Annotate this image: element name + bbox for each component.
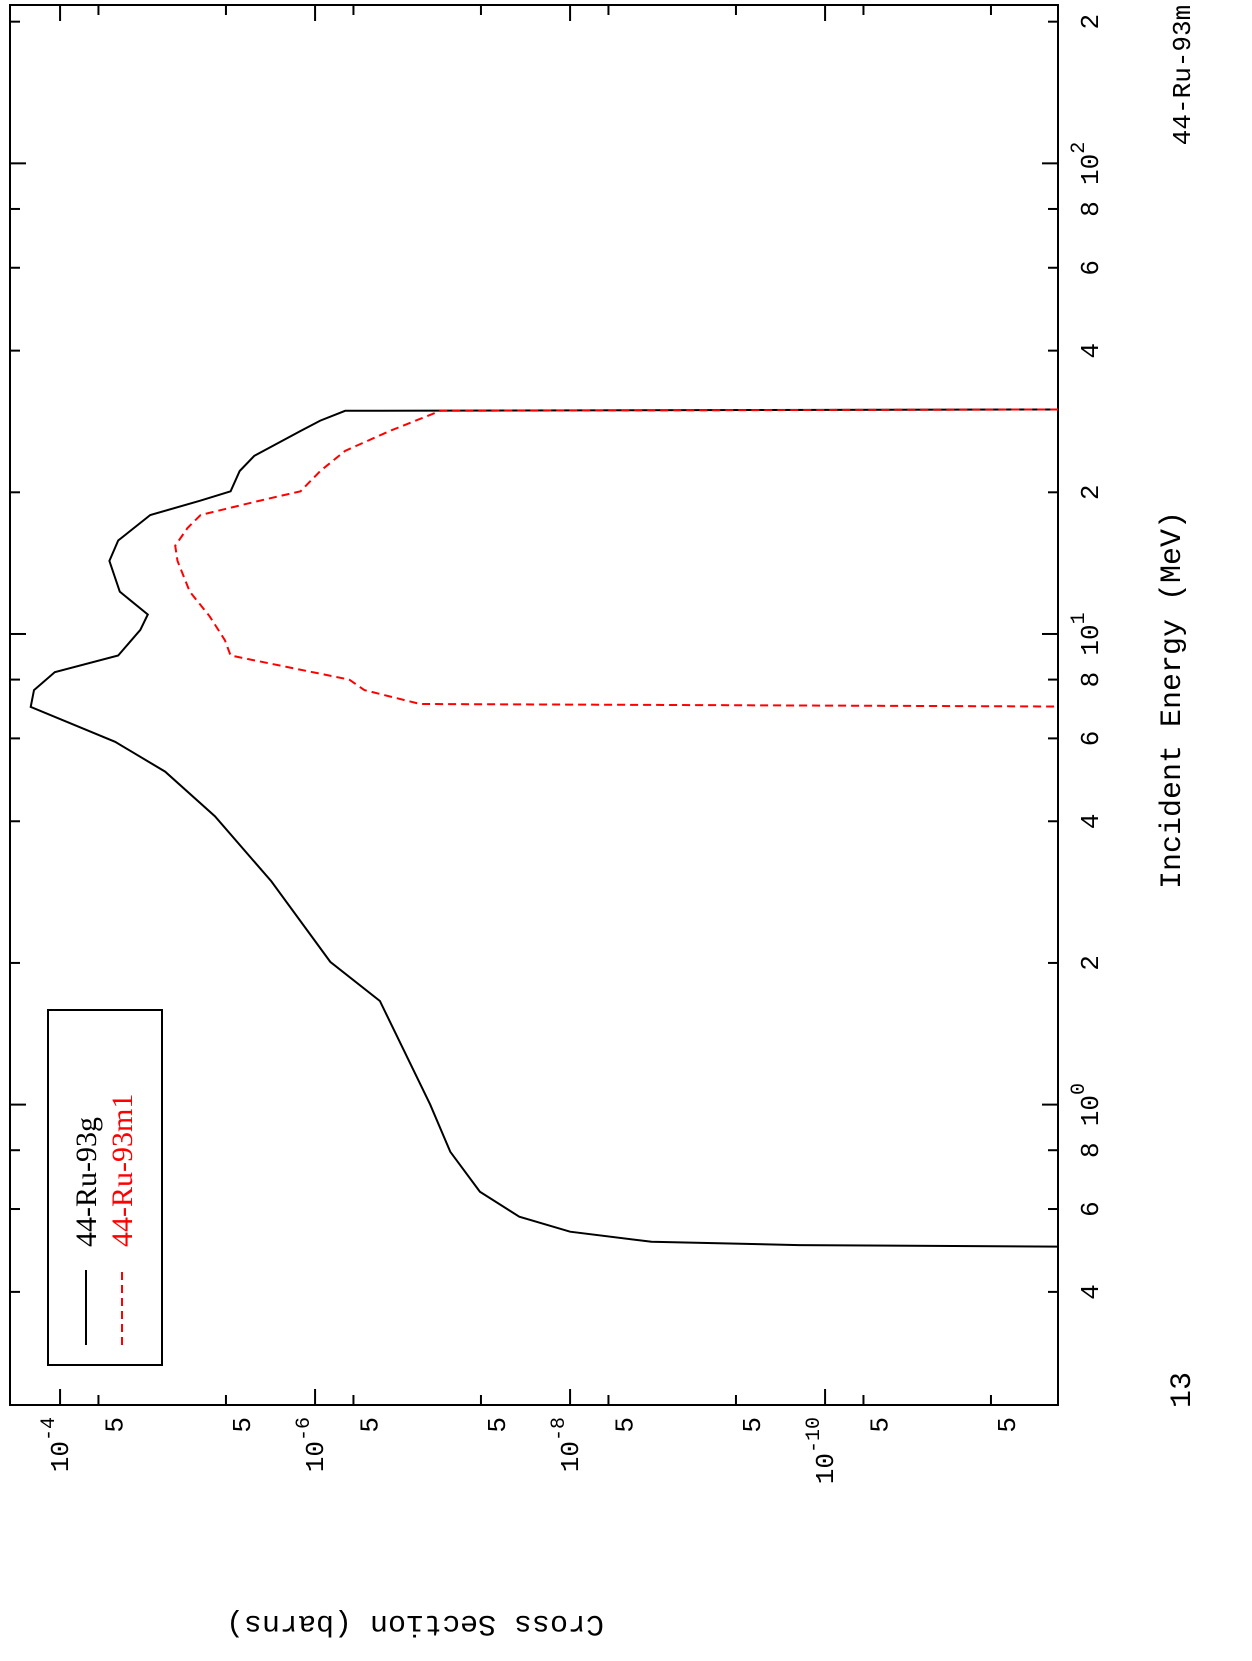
y-tick-label-base: 5 — [228, 1417, 258, 1433]
y-tick-label-base: 10 — [556, 1441, 586, 1472]
annotation: 44-Ru-93m — [1168, 5, 1198, 145]
x-tick-label: 6 — [1076, 1201, 1106, 1217]
annotation: 13 — [1166, 1372, 1200, 1408]
series-line — [29, 408, 1058, 1248]
y-tick-label-base: 10 — [46, 1441, 76, 1472]
x-tick-label-base: 10 — [1076, 624, 1106, 655]
y-axis-label: Cross Section (barns) — [226, 1606, 604, 1640]
x-tick-label-base: 6 — [1076, 731, 1106, 747]
x-tick-label-base: 8 — [1076, 672, 1106, 688]
x-tick-label: 4 — [1076, 1284, 1106, 1300]
y-tick-label-exponent: -6 — [293, 1417, 316, 1441]
x-tick-label: 101 — [1068, 612, 1106, 655]
x-tick-label-exponent: 0 — [1068, 1083, 1091, 1095]
y-tick-label-base: 5 — [610, 1417, 640, 1433]
x-tick-label: 6 — [1076, 731, 1106, 747]
x-tick-label-base: 10 — [1076, 154, 1106, 185]
y-tick-label: 5 — [610, 1417, 640, 1433]
y-tick-label: 5 — [100, 1417, 130, 1433]
x-tick-label: 2 — [1076, 955, 1106, 971]
x-tick-label-base: 2 — [1076, 955, 1106, 971]
legend-box — [47, 1009, 163, 1366]
y-tick-label: 10-8 — [548, 1417, 586, 1472]
y-tick-label-base: 5 — [100, 1417, 130, 1433]
x-axis-label: Incident Energy (MeV) — [1156, 511, 1190, 889]
legend-label: 44-Ru-93g — [70, 1117, 103, 1247]
x-tick-label: 2 — [1076, 485, 1106, 501]
x-tick-label: 6 — [1076, 260, 1106, 276]
x-tick-label: 2 — [1076, 14, 1106, 30]
x-tick-label-exponent: 2 — [1068, 142, 1091, 154]
x-tick-label: 100 — [1068, 1083, 1106, 1126]
y-tick-label: 10-10 — [803, 1417, 841, 1484]
x-tick-label-base: 4 — [1076, 1284, 1106, 1300]
y-tick-label: 5 — [738, 1417, 768, 1433]
y-tick-label-base: 10 — [811, 1453, 841, 1484]
y-tick-label-base: 10 — [301, 1441, 331, 1472]
y-tick-label: 10-6 — [293, 1417, 331, 1472]
y-tick-label-base: 5 — [483, 1417, 513, 1433]
plot-frame — [9, 4, 1059, 1406]
x-tick-label: 4 — [1076, 813, 1106, 829]
x-tick-label-base: 6 — [1076, 1201, 1106, 1217]
y-tick-label: 5 — [865, 1417, 895, 1433]
x-tick-label: 4 — [1076, 343, 1106, 359]
x-tick-label-base: 2 — [1076, 14, 1106, 30]
legend-label: 44-Ru-93m1 — [106, 1094, 139, 1247]
x-tick-label-base: 8 — [1076, 201, 1106, 217]
y-tick-label: 5 — [483, 1417, 513, 1433]
x-tick-label: 8 — [1076, 672, 1106, 688]
x-tick-label-base: 6 — [1076, 260, 1106, 276]
y-tick-label-base: 5 — [865, 1417, 895, 1433]
y-tick-label-base: 5 — [738, 1417, 768, 1433]
y-tick-label-exponent: -4 — [38, 1417, 61, 1441]
y-tick-label: 5 — [993, 1417, 1023, 1433]
x-tick-label-exponent: 1 — [1068, 612, 1091, 624]
x-tick-label-base: 2 — [1076, 485, 1106, 501]
series-line — [174, 408, 1058, 708]
x-tick-label: 8 — [1076, 1142, 1106, 1158]
y-tick-label: 5 — [228, 1417, 258, 1433]
y-tick-label-base: 5 — [355, 1417, 385, 1433]
x-tick-label-base: 10 — [1076, 1095, 1106, 1126]
y-tick-label-base: 5 — [993, 1417, 1023, 1433]
y-tick-label-exponent: -10 — [803, 1417, 826, 1453]
x-tick-label-base: 8 — [1076, 1142, 1106, 1158]
x-tick-label: 102 — [1068, 142, 1106, 185]
x-tick-label: 8 — [1076, 201, 1106, 217]
chart: Incident Energy (MeV) Cross Section (bar… — [9, 4, 1200, 1640]
y-tick-label-exponent: -8 — [548, 1417, 571, 1441]
x-tick-label-base: 4 — [1076, 813, 1106, 829]
y-tick-label: 10-4 — [38, 1417, 76, 1472]
x-tick-label-base: 4 — [1076, 343, 1106, 359]
y-tick-label: 5 — [355, 1417, 385, 1433]
